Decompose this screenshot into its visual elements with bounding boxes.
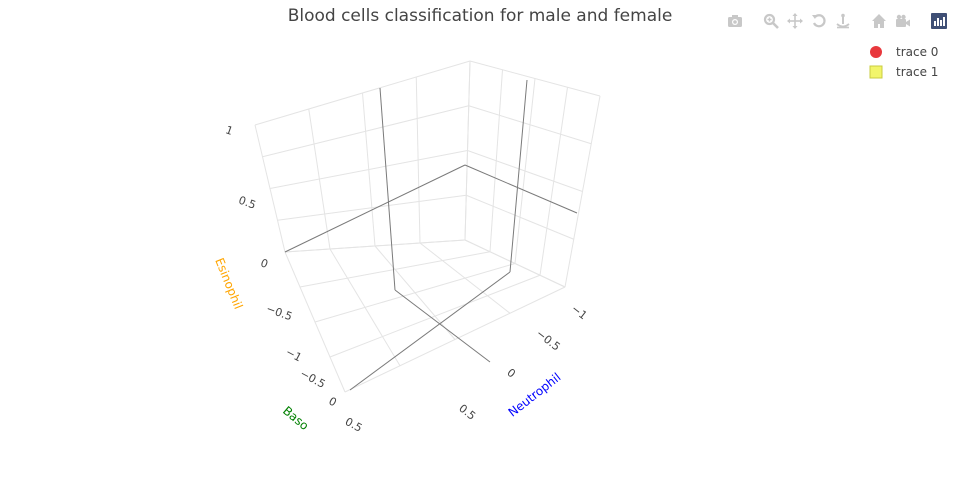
grid-line [539, 87, 568, 276]
grid-line [564, 95, 601, 288]
y-tick-label: −0.5 [298, 367, 328, 391]
y-tick-label: −1 [283, 345, 303, 364]
legend-item-trace-0[interactable]: trace 0 [866, 42, 938, 62]
x-tick-label: −1 [569, 302, 590, 322]
y-tick-label: 0.5 [343, 415, 365, 435]
y-axis-label: Baso [280, 404, 311, 433]
home-icon[interactable] [870, 12, 888, 30]
grid-line [344, 286, 566, 393]
grid-line [269, 150, 468, 189]
z-tick-label: 1 [224, 123, 235, 138]
circle-marker-icon [866, 42, 886, 62]
axis-lines [284, 79, 578, 391]
grid-line [464, 60, 471, 241]
zoom-icon[interactable] [762, 12, 780, 30]
modebar [708, 12, 948, 30]
z-axis-label: Esinophil [212, 256, 245, 311]
z-tick-label: 0 [259, 256, 270, 271]
zero-line-y [349, 271, 511, 391]
zero-line-y [284, 164, 466, 253]
y-tick-label: 0 [327, 395, 339, 410]
x-tick-label: 0 [504, 366, 518, 381]
grid-layer [254, 60, 601, 393]
grid-line [464, 239, 566, 288]
grid-line [314, 263, 516, 323]
legend-label: trace 0 [896, 45, 939, 59]
zero-line-x [394, 289, 491, 363]
legend: trace 0 trace 1 [866, 42, 938, 82]
grid-line [467, 150, 583, 192]
grid-line [419, 242, 511, 314]
grid-line [277, 194, 467, 221]
grid-line [415, 76, 421, 244]
x-tick-label: 0.5 [456, 402, 478, 423]
orbit-icon[interactable] [810, 12, 828, 30]
x-axis-label: Neutrophil [506, 370, 564, 420]
x-tick-label: −0.5 [534, 327, 563, 354]
zero-line-x [464, 164, 578, 214]
grid-line [329, 274, 541, 358]
plotly-logo-icon[interactable] [930, 12, 948, 30]
z-tick-label: −0.5 [264, 302, 294, 323]
legend-item-trace-1[interactable]: trace 1 [866, 62, 938, 82]
square-marker-icon [866, 62, 886, 82]
grid-line [466, 194, 574, 240]
camera-icon[interactable] [726, 12, 744, 30]
chart-title: Blood cells classification for male and … [287, 6, 673, 26]
turntable-icon[interactable] [834, 12, 852, 30]
zero-line-z [509, 79, 528, 273]
pan-icon[interactable] [786, 12, 804, 30]
legend-label: trace 1 [896, 65, 939, 79]
z-tick-label: 0.5 [237, 194, 258, 212]
video-camera-icon[interactable] [894, 12, 912, 30]
zero-line-z [379, 87, 396, 291]
